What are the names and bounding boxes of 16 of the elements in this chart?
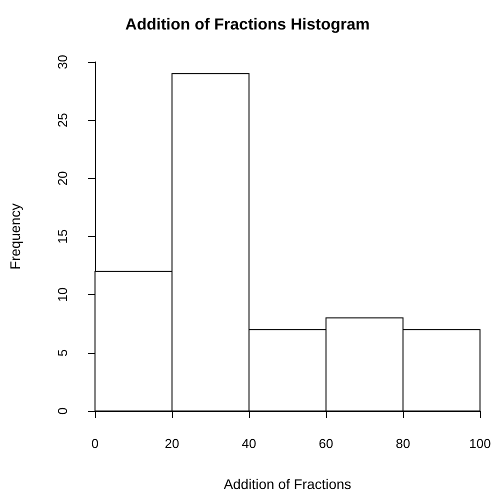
- y-tick-label: 25: [55, 112, 70, 128]
- y-axis-title: Frequency: [7, 203, 23, 270]
- y-tick-label: 0: [55, 407, 70, 415]
- chart-title: Addition of Fractions Histogram: [125, 16, 370, 34]
- x-tick-label: 100: [469, 436, 491, 451]
- y-tick-label: 15: [55, 229, 70, 244]
- y-tick-label: 30: [55, 54, 70, 70]
- y-tick-label: 5: [55, 349, 70, 356]
- x-tick-label: 80: [396, 436, 410, 451]
- y-tick-label: 20: [55, 171, 70, 186]
- y-tick-label: 10: [55, 287, 70, 302]
- x-tick-label: 60: [318, 436, 334, 451]
- x-axis-title: Addition of Fractions: [224, 476, 352, 492]
- x-tick-label: 40: [242, 436, 256, 451]
- x-tick-label: 0: [91, 436, 99, 451]
- x-tick-label: 20: [164, 436, 180, 451]
